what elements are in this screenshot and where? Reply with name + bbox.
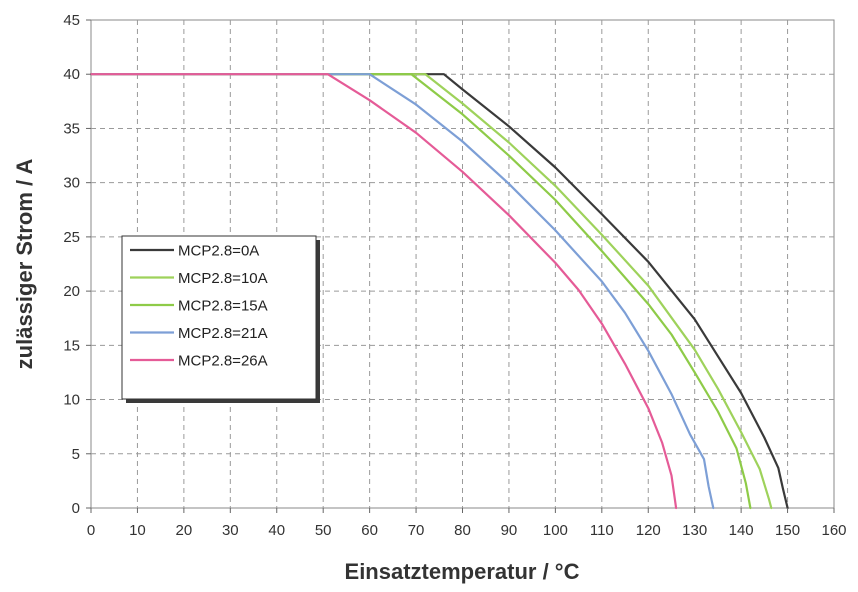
x-tick-label: 20	[176, 522, 193, 539]
y-tick-label: 30	[63, 175, 80, 192]
y-tick-label: 0	[72, 500, 80, 517]
x-tick-label: 40	[268, 522, 285, 539]
y-tick-label: 35	[63, 120, 80, 137]
legend-label: MCP2.8=26A	[178, 353, 268, 370]
x-tick-label: 70	[408, 522, 425, 539]
x-tick-label: 100	[543, 522, 568, 539]
x-tick-label: 150	[775, 522, 800, 539]
x-tick-label: 50	[315, 522, 332, 539]
series-line-mcp2-8-21a	[89, 73, 715, 510]
legend: MCP2.8=0A MCP2.8=10A MCP2.8=15A MCP2.8=21A M…	[121, 235, 320, 403]
series-line-mcp2-8-15a	[89, 73, 752, 510]
legend-box	[121, 235, 317, 400]
legend-label: MCP2.8=21A	[178, 325, 268, 342]
x-tick-label: 110	[590, 522, 614, 539]
y-tick-label: 15	[63, 337, 80, 354]
x-tick-label: 30	[222, 522, 239, 539]
x-tick-label: 140	[729, 522, 754, 539]
x-tick-label: 90	[501, 522, 518, 539]
x-tick-label: 160	[821, 522, 846, 539]
series-line-mcp2-8-26a	[89, 73, 678, 510]
axis-ticks: 0 10 20 30 40 50 60 70 80 90 100 110 120 130 140 150 160…	[63, 12, 846, 539]
y-tick-label: 20	[63, 283, 80, 300]
y-tick-label: 10	[63, 392, 80, 409]
x-tick-label: 60	[361, 522, 378, 539]
legend-label: MCP2.8=15A	[178, 298, 268, 315]
x-tick-label: 0	[87, 522, 95, 539]
x-tick-label: 120	[636, 522, 661, 539]
y-tick-label: 25	[63, 229, 80, 246]
series-lines	[89, 73, 789, 510]
legend-label: MCP2.8=0A	[178, 243, 259, 260]
x-tick-label: 130	[682, 522, 707, 539]
y-axis-title: zulässiger Strom / A	[12, 159, 37, 370]
x-axis-title: Einsatztemperatur / °C	[345, 559, 580, 584]
y-tick-label: 45	[63, 12, 80, 29]
legend-label: MCP2.8=10A	[178, 270, 268, 287]
x-tick-label: 80	[454, 522, 471, 539]
series-line-mcp2-8-0a	[89, 73, 789, 510]
series-line-mcp2-8-10a	[89, 73, 773, 510]
y-tick-label: 40	[63, 66, 80, 83]
x-tick-label: 10	[129, 522, 146, 539]
y-tick-label: 5	[72, 446, 80, 463]
